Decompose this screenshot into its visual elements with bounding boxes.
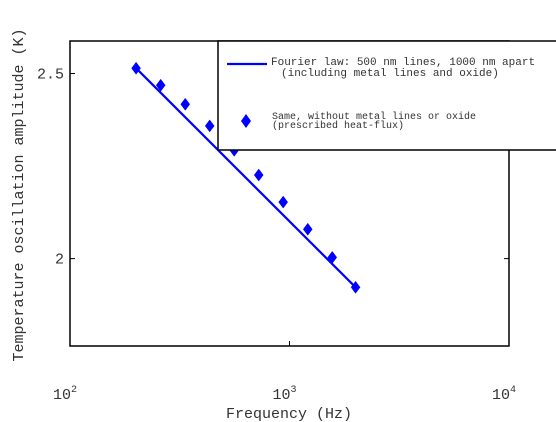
x-axis-ticks: 102 103 104 <box>53 41 516 404</box>
legend-label: (prescribed heat-flux) <box>272 120 404 132</box>
legend: Fourier law: 500 nm lines, 1000 nm apart… <box>217 40 556 151</box>
legend-diamond-swatch <box>241 114 251 128</box>
data-point-diamond <box>155 78 166 92</box>
data-point-diamond <box>278 195 289 209</box>
data-point-diamond <box>302 222 313 236</box>
data-point-diamond <box>253 168 264 182</box>
x-tick-label: 104 <box>492 385 516 404</box>
x-tick-base: 10 <box>492 387 510 404</box>
data-point-diamond <box>131 61 141 75</box>
x-tick-label: 102 <box>53 385 77 404</box>
legend-label: (including metal lines and oxide) <box>281 68 499 80</box>
y-tick-label: 2 <box>55 252 64 269</box>
series-line <box>135 67 357 289</box>
x-axis-label: Frequency (Hz) <box>226 406 352 422</box>
x-tick-base: 10 <box>53 387 71 404</box>
x-tick-label: 103 <box>272 385 296 404</box>
data-point-diamond <box>350 280 361 294</box>
data-point-diamond <box>180 97 191 111</box>
x-tick-exponent: 2 <box>71 385 77 396</box>
legend-label: Same, without metal lines or oxide <box>272 111 476 123</box>
legend-label: Fourier law: 500 nm lines, 1000 nm apart <box>271 57 535 69</box>
y-axis-label: Temperature oscillation amplitude (K) <box>11 28 28 361</box>
data-point-diamond <box>204 119 215 133</box>
x-tick-base: 10 <box>272 387 290 404</box>
y-tick-label: 2.5 <box>37 67 64 84</box>
legend-box <box>217 40 556 151</box>
data-point-diamond <box>327 250 338 264</box>
x-tick-exponent: 3 <box>291 385 297 396</box>
x-tick-exponent: 4 <box>510 385 516 396</box>
